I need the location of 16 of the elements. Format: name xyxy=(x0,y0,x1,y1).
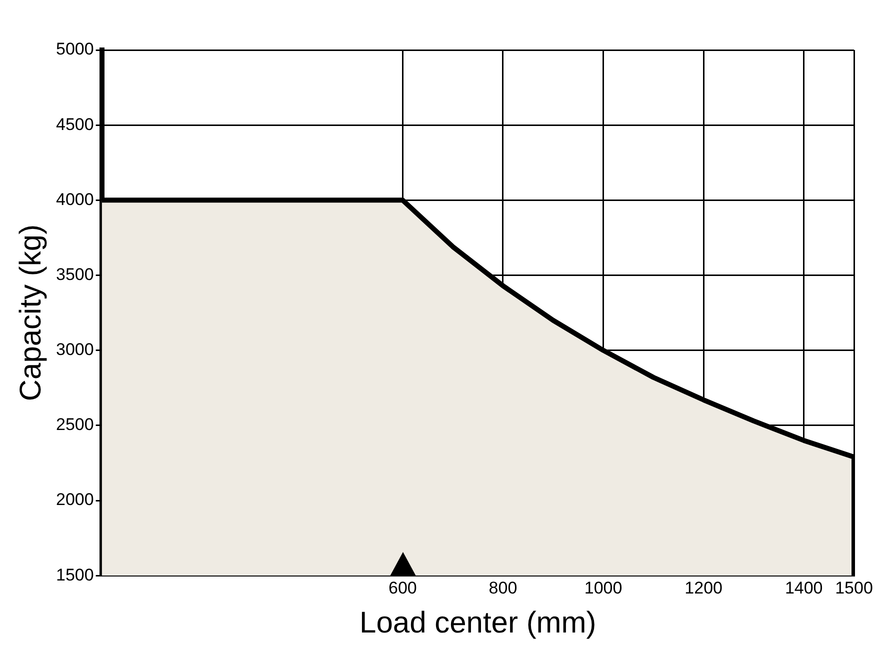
x-tick-label: 600 xyxy=(388,578,417,598)
y-tick-label: 4500 xyxy=(56,114,94,134)
y-tick-label: 4000 xyxy=(56,190,94,209)
x-axis-title: Load center (mm) xyxy=(360,606,596,640)
x-tick-label: 1000 xyxy=(584,578,622,598)
x-tick-label: 1400 xyxy=(784,578,823,598)
y-tick-label: 1500 xyxy=(56,565,94,584)
y-tick-label: 2000 xyxy=(56,490,94,510)
x-tick-label: 1500 xyxy=(835,578,873,598)
x-tick-label: 800 xyxy=(488,578,518,598)
y-axis-title: Capacity (kg) xyxy=(14,224,48,402)
y-tick-label: 3000 xyxy=(56,340,94,360)
y-tick-label: 2500 xyxy=(56,415,94,434)
y-tick-label: 3500 xyxy=(56,264,94,284)
y-tick-label: 5000 xyxy=(56,40,94,59)
x-tick-label: 1200 xyxy=(684,578,722,598)
